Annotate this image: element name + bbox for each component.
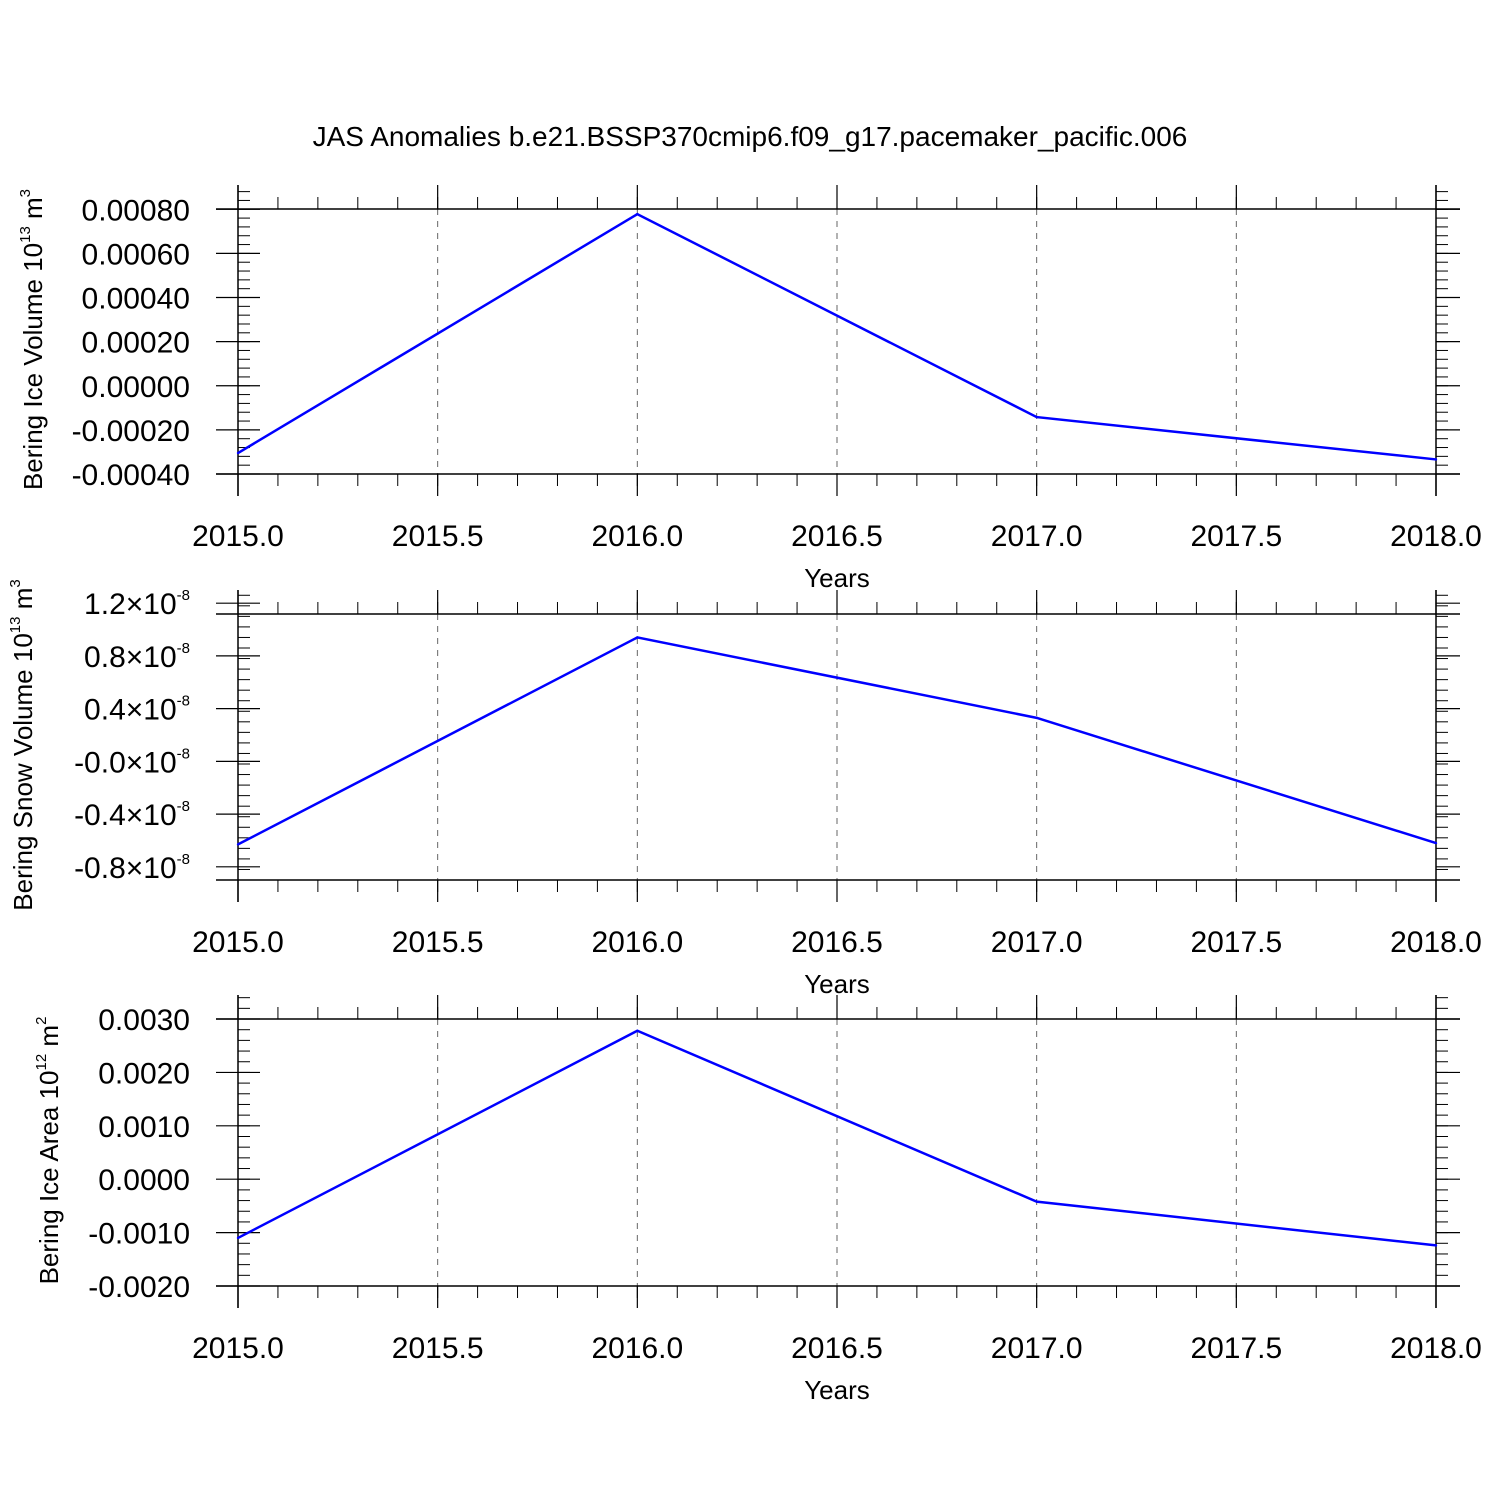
data-point xyxy=(636,636,639,639)
x-axis-title: Years xyxy=(804,969,870,999)
y-tick-label: 0.0020 xyxy=(98,1057,190,1090)
data-point xyxy=(636,212,639,216)
y-tick-label: 0.0030 xyxy=(98,1004,190,1037)
data-point xyxy=(1035,1200,1038,1203)
data-point xyxy=(1035,716,1038,720)
x-tick-label: 2017.0 xyxy=(991,1332,1083,1365)
y-tick-label: -0.0020 xyxy=(88,1271,190,1304)
data-point xyxy=(1035,415,1038,419)
y-tick-label: -0.0010 xyxy=(88,1218,190,1251)
series-line xyxy=(237,636,1437,846)
x-tick-label: 2017.5 xyxy=(1190,520,1282,553)
y-tick-label: 0.8×10-8 xyxy=(84,640,190,674)
x-tick-label: 2018.0 xyxy=(1390,1332,1482,1365)
x-tick-label: 2016.5 xyxy=(791,520,883,553)
x-tick-label: 2018.0 xyxy=(1390,520,1482,553)
y-tick-label: -0.00020 xyxy=(72,415,190,448)
data-point xyxy=(1434,458,1438,461)
data-point xyxy=(1434,1244,1438,1247)
y-tick-label: 0.0000 xyxy=(98,1164,190,1197)
x-axis-title: Years xyxy=(804,563,870,593)
x-tick-label: 2016.5 xyxy=(791,1332,883,1365)
y-tick-label: 0.00000 xyxy=(82,371,190,404)
y-axis-title: Bering Snow Volume 1013 m3 xyxy=(7,579,38,910)
x-tick-label: 2017.0 xyxy=(991,520,1083,553)
x-tick-label: 2016.0 xyxy=(591,926,683,959)
y-axis-title: Bering Ice Area 1012 m2 xyxy=(33,1017,64,1285)
x-axis-title: Years xyxy=(804,1375,870,1405)
y-tick-label: -0.4×10-8 xyxy=(74,798,190,832)
x-tick-label: 2017.5 xyxy=(1190,926,1282,959)
y-tick-label: -0.00040 xyxy=(72,459,190,492)
y-tick-label: -0.8×10-8 xyxy=(74,851,190,885)
y-tick-label: 0.00080 xyxy=(82,194,190,227)
x-tick-label: 2015.5 xyxy=(392,926,484,959)
x-tick-label: 2016.5 xyxy=(791,926,883,959)
x-tick-label: 2015.5 xyxy=(392,520,484,553)
data-point xyxy=(236,451,240,455)
y-tick-label: 0.00040 xyxy=(82,283,190,316)
y-tick-label: -0.0×10-8 xyxy=(74,745,190,779)
chart-panel-3: 2015.0 2015.5 2016.0 2016.5 2017.0 2017.5 2018… xyxy=(33,995,1482,1405)
series-line xyxy=(237,1029,1437,1247)
data-point xyxy=(236,843,240,846)
x-tick-label: 2016.0 xyxy=(591,520,683,553)
x-tick-label: 2016.0 xyxy=(591,1332,683,1365)
data-point xyxy=(236,1236,240,1240)
y-tick-label: 0.4×10-8 xyxy=(84,693,190,727)
y-tick-label: 1.2×10-8 xyxy=(84,587,190,621)
x-tick-label: 2015.0 xyxy=(192,1332,284,1365)
y-tick-label: 0.00060 xyxy=(82,238,190,271)
x-tick-label: 2017.0 xyxy=(991,926,1083,959)
y-tick-label: 0.00020 xyxy=(82,327,190,360)
x-tick-label: 2015.0 xyxy=(192,520,284,553)
chart-panel-1: 2015.0 2015.5 2016.0 2016.5 2017.0 2017.5 2018… xyxy=(17,185,1482,593)
series-line xyxy=(237,212,1437,461)
chart-panel-2: 2015.0 2015.5 2016.0 2016.5 2017.0 2017.5 2018… xyxy=(7,579,1482,999)
x-tick-label: 2015.0 xyxy=(192,926,284,959)
data-point xyxy=(636,1029,639,1032)
x-tick-label: 2015.5 xyxy=(392,1332,484,1365)
y-axis-title: Bering Ice Volume 1013 m3 xyxy=(17,189,48,490)
x-tick-label: 2018.0 xyxy=(1390,926,1482,959)
data-point xyxy=(1434,841,1438,845)
x-tick-label: 2017.5 xyxy=(1190,1332,1282,1365)
y-tick-label: 0.0010 xyxy=(98,1111,190,1144)
figure-title: JAS Anomalies b.e21.BSSP370cmip6.f09_g17… xyxy=(313,121,1188,152)
